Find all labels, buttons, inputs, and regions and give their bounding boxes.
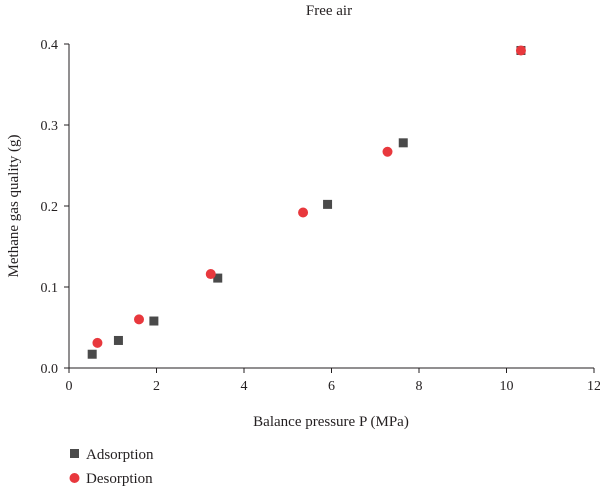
y-tick-label: 0.2 <box>41 200 59 215</box>
legend: Adsorption Desorption <box>69 447 154 487</box>
legend-marker-circle <box>69 473 80 483</box>
y-tick-label: 0.1 <box>41 281 59 296</box>
x-tick-label: 4 <box>241 379 248 394</box>
data-point-adsorption <box>323 199 333 209</box>
data-points <box>87 45 526 359</box>
y-tick-label: 0.4 <box>41 38 59 53</box>
data-point-adsorption <box>113 335 123 345</box>
data-point-adsorption <box>398 138 408 148</box>
data-point-desorption <box>298 207 309 218</box>
x-tick-label: 10 <box>500 379 514 394</box>
data-point-desorption <box>92 337 103 348</box>
data-point-desorption <box>205 269 216 280</box>
data-point-adsorption <box>213 273 223 283</box>
y-tick-label: 0.0 <box>41 362 59 377</box>
x-axis-title: Balance pressure P (MPa) <box>253 414 409 430</box>
legend-label-adsorption: Adsorption <box>86 447 154 463</box>
data-point-adsorption <box>149 316 159 326</box>
x-tick-label: 12 <box>587 379 600 394</box>
legend-item-adsorption: Adsorption <box>70 447 154 463</box>
y-tick-label: 0.3 <box>41 119 59 134</box>
y-axis-title: Methane gas quality (g) <box>6 135 22 278</box>
data-point-desorption <box>382 146 393 157</box>
legend-label-desorption: Desorption <box>86 471 153 487</box>
data-point-desorption <box>134 314 144 325</box>
data-point-adsorption <box>87 349 97 359</box>
legend-item-desorption: Desorption <box>69 471 153 487</box>
x-ticks: 0 2 4 6 8 10 12 <box>66 368 600 394</box>
x-tick-label: 8 <box>416 379 423 394</box>
chart-title: Free air <box>306 3 352 19</box>
data-point-desorption <box>515 45 526 56</box>
x-tick-label: 2 <box>153 379 160 394</box>
x-tick-label: 0 <box>66 379 73 394</box>
y-ticks: 0.0 0.1 0.2 0.3 0.4 <box>41 38 69 377</box>
x-tick-label: 6 <box>328 379 335 394</box>
legend-marker-square <box>70 449 79 458</box>
